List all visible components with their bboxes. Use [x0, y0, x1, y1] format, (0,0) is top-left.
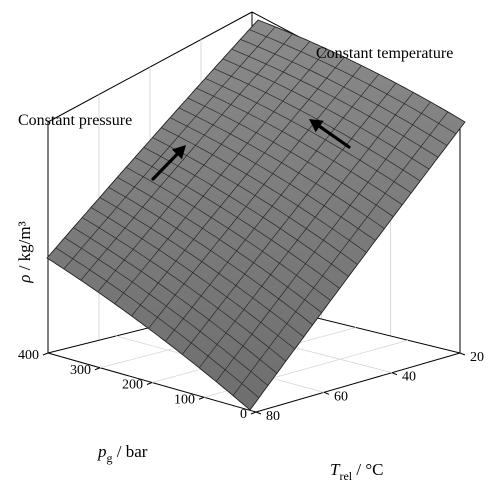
- arrow-constant-pressure: [151, 145, 186, 181]
- surface-meshline-v: [134, 157, 340, 289]
- x-tick-label: 400: [18, 348, 39, 363]
- surface-meshline-v: [205, 78, 412, 194]
- floor-edge-front-right: [255, 352, 461, 413]
- x-tick-mark: [94, 367, 101, 371]
- x-axis-label: pg / bar: [97, 442, 148, 465]
- x-tick-label: 0: [240, 407, 247, 422]
- annotation-constant-pressure: Constant pressure: [18, 112, 132, 129]
- y-tick-mark: [323, 391, 330, 395]
- surface-meshline-v: [64, 237, 269, 386]
- x-ticks: 0 100 200 300 400: [18, 348, 257, 422]
- surface-meshline-v: [99, 197, 305, 338]
- surface-meshline-v: [125, 166, 331, 301]
- surface-meshline-v: [249, 29, 457, 135]
- surface-meshline-v: [90, 207, 296, 350]
- surface-meshline-v: [169, 117, 376, 241]
- annotation-constant-temperature: Constant temperature: [316, 45, 453, 62]
- surface-meshline-v: [152, 137, 358, 265]
- y-tick-label: 20: [470, 350, 484, 365]
- x-tick-mark: [146, 382, 153, 385]
- surface-meshline-v: [222, 58, 430, 170]
- arrows: [151, 119, 351, 181]
- y-tick-mark: [391, 372, 398, 376]
- surface-meshline-v: [73, 227, 278, 374]
- y-tick-mark: [255, 411, 262, 415]
- x-tick-label: 300: [70, 363, 91, 378]
- surface: [46, 19, 466, 411]
- y-tick-mark: [459, 352, 466, 356]
- surface-meshline-v: [117, 176, 322, 313]
- x-tick-label: 200: [122, 378, 143, 393]
- surface-fill: [46, 19, 466, 411]
- y-axis-label: Trel / °C: [330, 460, 384, 481]
- surface-meshline-v: [187, 97, 394, 217]
- x-tick-label: 100: [174, 392, 195, 407]
- surface-meshline-v: [240, 39, 448, 146]
- surface-meshline-v: [213, 68, 421, 182]
- y-ticks: 20 40 60 80: [255, 350, 484, 424]
- y-tick-label: 60: [334, 389, 348, 404]
- surface-meshline-v: [178, 107, 385, 229]
- x-tick-mark: [250, 411, 257, 415]
- surface-meshline-v: [55, 247, 260, 399]
- surface-meshline-v: [82, 217, 287, 362]
- y-tick-label: 40: [402, 370, 416, 385]
- surface-meshline-v: [108, 186, 313, 326]
- y-tick-label: 80: [266, 409, 280, 424]
- surface-meshline-v: [161, 127, 367, 253]
- z-axis-label: ρ / kg/m³: [15, 221, 34, 283]
- arrow-constant-temperature: [309, 119, 351, 149]
- surface-meshline-v: [231, 48, 439, 158]
- surface-meshline-v: [196, 87, 403, 206]
- x-tick-mark: [198, 396, 205, 400]
- surface-meshline-v: [143, 147, 349, 277]
- x-tick-mark: [42, 352, 49, 356]
